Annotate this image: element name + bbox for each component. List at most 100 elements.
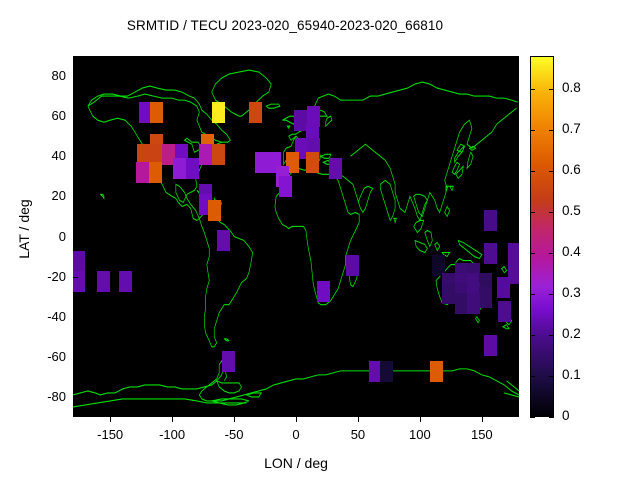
heatmap-cell — [199, 144, 213, 166]
colorbar-tick-label: 0.8 — [562, 79, 581, 95]
y-tick-mark — [73, 156, 78, 158]
heatmap-cell — [484, 210, 498, 232]
heatmap-cell — [507, 262, 519, 284]
heatmap-cell — [173, 158, 187, 180]
y-tick-label: 20 — [51, 188, 66, 204]
y-tick-label: 40 — [51, 148, 66, 164]
colorbar-tick-mark — [549, 375, 554, 377]
heatmap-cell — [497, 300, 511, 322]
colorbar-gradient — [531, 57, 553, 416]
y-tick-mark — [73, 316, 78, 318]
heatmap-cell — [484, 242, 498, 264]
heatmap-cell — [466, 292, 480, 314]
colorbar-tick-label: 0.4 — [562, 243, 581, 259]
heatmap-cell — [286, 152, 300, 174]
heatmap-cell — [221, 350, 235, 372]
colorbar-tick-mark — [549, 88, 554, 90]
heatmap-cell — [484, 334, 498, 356]
x-tick-mark — [296, 417, 297, 422]
y-tick-label: -20 — [47, 268, 66, 284]
heatmap-cell — [442, 282, 456, 304]
x-tick-mark — [481, 417, 483, 422]
colorbar-tick-mark — [530, 252, 535, 254]
colorbar[interactable] — [530, 56, 554, 417]
x-tick-mark — [172, 417, 174, 422]
colorbar-tick-mark — [549, 417, 554, 418]
y-tick-label: -60 — [47, 348, 66, 364]
heatmap-cell — [96, 270, 110, 292]
colorbar-tick-label: 0.1 — [562, 366, 581, 382]
heatmap-cell — [307, 106, 321, 128]
x-tick-label: 100 — [409, 427, 431, 442]
colorbar-tick-mark — [549, 211, 554, 213]
heatmap-cell — [248, 102, 262, 124]
heatmap-cell — [149, 144, 163, 166]
plot-right-frame — [520, 56, 522, 417]
heatmap-cell — [185, 158, 199, 180]
heatmap-cell — [479, 286, 493, 308]
heatmap-cell — [208, 200, 222, 222]
heatmap-cells — [73, 56, 519, 417]
heatmap-cell — [380, 360, 394, 382]
heatmap-cell — [507, 242, 519, 264]
colorbar-tick-mark — [530, 88, 535, 90]
heatmap-cell — [138, 102, 152, 124]
y-tick-label: -80 — [47, 388, 66, 404]
heatmap-cell — [137, 144, 151, 166]
heatmap-cell — [432, 254, 446, 276]
colorbar-tick-mark — [549, 129, 554, 131]
colorbar-tick-mark — [530, 211, 535, 213]
heatmap-cell — [305, 152, 319, 174]
x-tick-label: -150 — [97, 427, 124, 442]
heatmap-cell — [118, 270, 132, 292]
colorbar-tick-label: 0.5 — [562, 202, 581, 218]
y-tick-label: 0 — [58, 228, 66, 244]
x-tick-label: 150 — [470, 427, 493, 442]
heatmap-cell — [429, 360, 443, 382]
y-tick-mark — [73, 356, 78, 358]
heatmap-cell — [149, 102, 163, 124]
y-tick-label: 80 — [51, 68, 66, 84]
colorbar-tick-mark — [549, 170, 554, 172]
x-tick-mark — [357, 417, 359, 422]
heatmap-cell — [148, 162, 162, 184]
x-tick-label: 50 — [350, 427, 366, 442]
y-axis-title: LAT / deg — [16, 199, 32, 259]
heatmap-cell — [162, 144, 176, 166]
heatmap-cell — [216, 230, 230, 252]
colorbar-tick-mark — [530, 417, 535, 418]
colorbar-tick-mark — [549, 334, 554, 336]
chart-title: SRMTID / TECU 2023-020_65940-2023-020_66… — [126, 18, 444, 33]
heatmap-cell — [211, 144, 225, 166]
colorbar-tick-mark — [530, 170, 535, 172]
x-tick-mark — [419, 417, 421, 422]
x-axis-title: LON / deg — [264, 455, 328, 471]
colorbar-tick-label: 0.7 — [562, 120, 581, 136]
heatmap-cell — [454, 292, 468, 314]
y-tick-mark — [73, 276, 78, 278]
y-tick-mark — [73, 396, 78, 398]
heatmap-cell — [255, 152, 269, 174]
y-tick-mark — [73, 236, 78, 238]
heatmap-cell — [329, 158, 343, 180]
heatmap-cell — [211, 102, 225, 124]
heatmap-cell — [369, 360, 383, 382]
map-plot-area[interactable] — [73, 56, 519, 417]
colorbar-tick-label: 0.2 — [562, 325, 581, 341]
heatmap-cell — [136, 162, 150, 184]
y-tick-mark — [73, 76, 78, 78]
colorbar-tick-label: 0.3 — [562, 284, 581, 300]
heatmap-cell — [293, 110, 307, 132]
colorbar-tick-mark — [549, 252, 554, 254]
colorbar-tick-label: 0 — [562, 408, 570, 423]
x-tick-label: -100 — [159, 427, 186, 442]
colorbar-tick-mark — [530, 129, 535, 131]
x-tick-label: 0 — [292, 427, 300, 442]
y-tick-mark — [73, 116, 78, 118]
y-tick-label: -40 — [47, 308, 66, 324]
x-tick-mark — [234, 417, 236, 422]
heatmap-cell — [73, 250, 85, 272]
heatmap-cell — [496, 276, 510, 298]
x-tick-label: -50 — [224, 427, 244, 442]
